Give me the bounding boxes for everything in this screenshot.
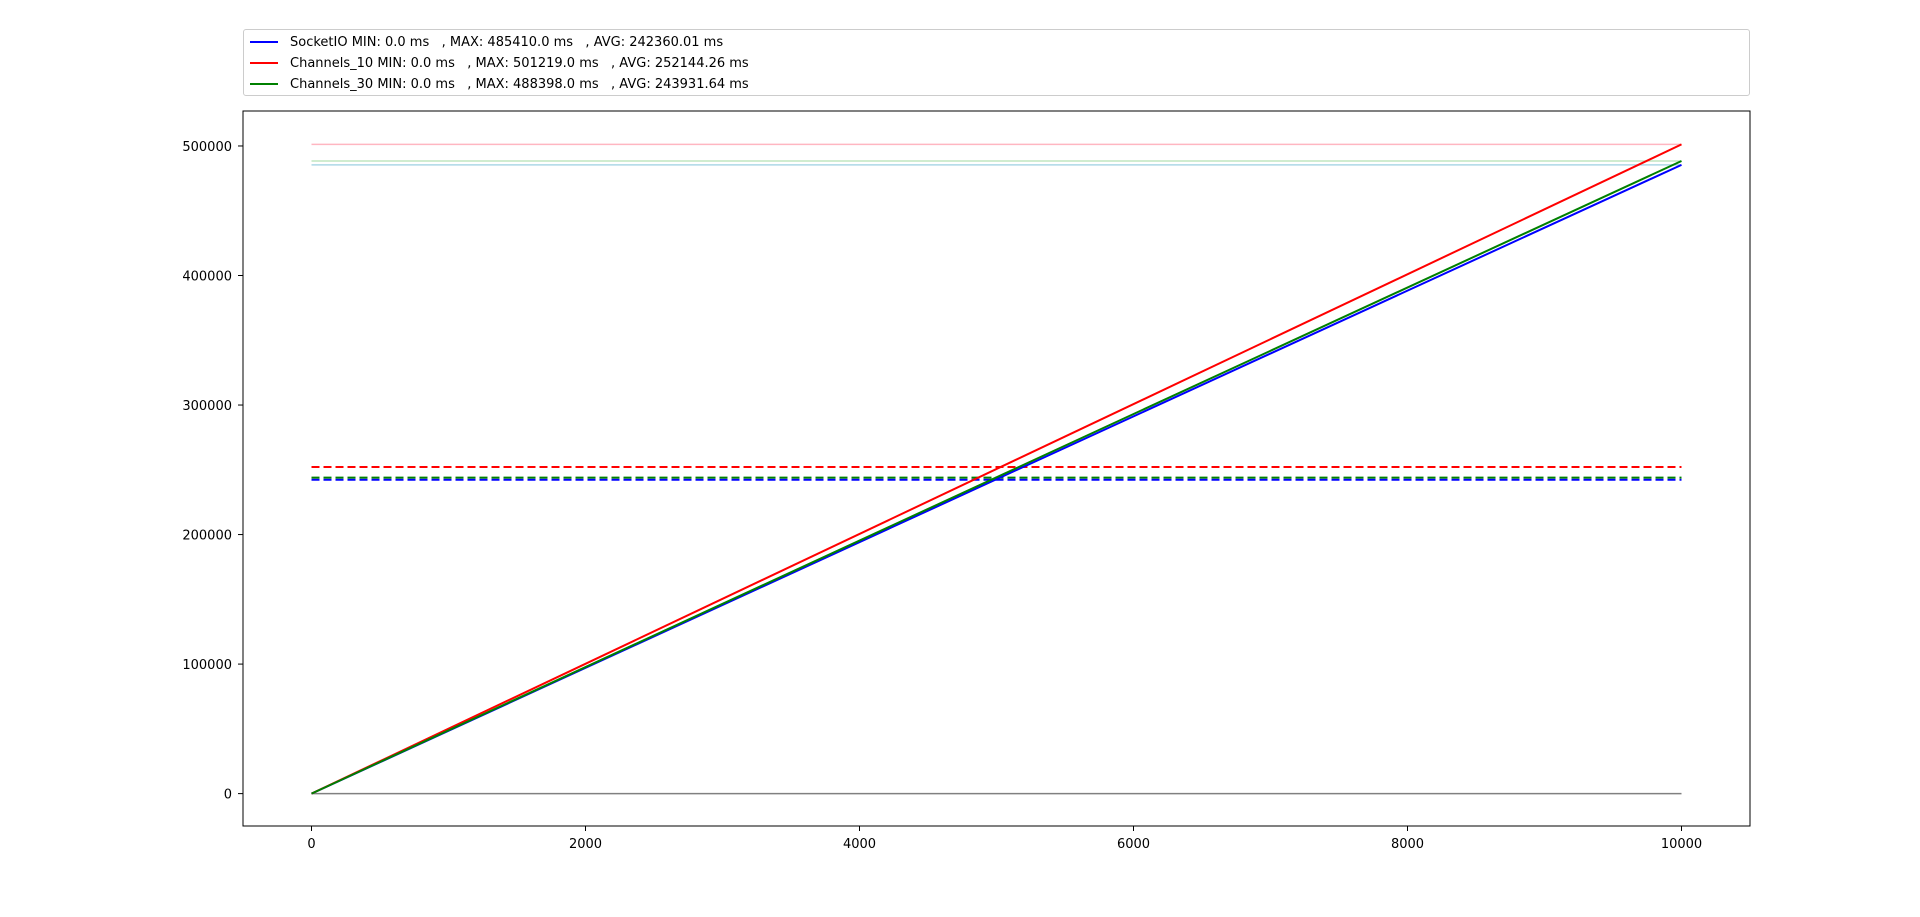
x-tick-label-5: 10000 xyxy=(1661,837,1702,852)
x-tick-label-4: 8000 xyxy=(1391,837,1424,852)
x-tick-label-1: 2000 xyxy=(569,837,602,852)
legend: SocketIO MIN: 0.0 ms , MAX: 485410.0 ms … xyxy=(243,29,1750,96)
y-tick-label-4: 400000 xyxy=(182,270,232,285)
legend-label-channels-30: Channels_30 MIN: 0.0 ms , MAX: 488398.0 … xyxy=(290,76,749,92)
legend-item-socketio: SocketIO MIN: 0.0 ms , MAX: 485410.0 ms … xyxy=(250,32,723,52)
legend-swatch-channels-10 xyxy=(250,62,278,64)
y-tick-label-5: 500000 xyxy=(182,140,232,155)
legend-item-channels-10: Channels_10 MIN: 0.0 ms , MAX: 501219.0 … xyxy=(250,53,749,73)
x-tick-label-2: 4000 xyxy=(843,837,876,852)
legend-label-socketio: SocketIO MIN: 0.0 ms , MAX: 485410.0 ms … xyxy=(290,34,724,50)
y-tick-label-0: 0 xyxy=(224,788,232,803)
y-tick-label-2: 200000 xyxy=(182,529,232,544)
series-line-1 xyxy=(311,143,1682,795)
series-line-2 xyxy=(311,160,1682,795)
axes-frame xyxy=(242,110,1751,827)
x-tick-label-0: 0 xyxy=(307,837,315,852)
x-tick-label-3: 6000 xyxy=(1117,837,1150,852)
legend-item-channels-30: Channels_30 MIN: 0.0 ms , MAX: 488398.0 … xyxy=(250,74,749,94)
legend-swatch-socketio xyxy=(250,41,278,43)
legend-label-channels-10: Channels_10 MIN: 0.0 ms , MAX: 501219.0 … xyxy=(290,55,749,71)
legend-swatch-channels-30 xyxy=(250,83,278,85)
y-tick-label-3: 300000 xyxy=(182,399,232,414)
y-tick-label-1: 100000 xyxy=(182,658,232,673)
